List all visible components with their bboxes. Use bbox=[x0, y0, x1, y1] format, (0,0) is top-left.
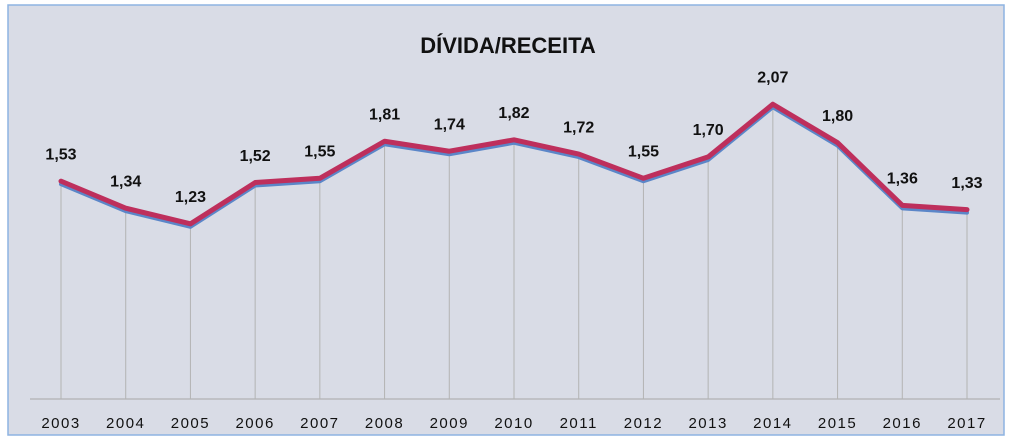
x-tick-label: 2004 bbox=[106, 415, 145, 432]
data-label: 1,53 bbox=[45, 146, 76, 163]
data-label: 1,81 bbox=[369, 106, 400, 123]
x-tick-label: 2003 bbox=[41, 415, 80, 432]
x-tick-label: 2008 bbox=[365, 415, 404, 432]
line-shadow bbox=[59, 105, 969, 229]
chart-title: DÍVIDA/RECEITA bbox=[420, 33, 596, 58]
data-label: 1,55 bbox=[304, 143, 335, 160]
x-tick-label: 2013 bbox=[688, 415, 727, 432]
data-label: 1,70 bbox=[693, 122, 724, 139]
data-label: 1,80 bbox=[822, 108, 853, 125]
x-tick-label: 2011 bbox=[560, 415, 598, 432]
data-label: 1,36 bbox=[887, 171, 918, 188]
data-label: 1,74 bbox=[434, 116, 465, 133]
data-label: 1,72 bbox=[563, 119, 594, 136]
x-tick-label: 2007 bbox=[300, 415, 339, 432]
data-label: 1,55 bbox=[628, 143, 659, 160]
data-label: 1,34 bbox=[110, 173, 141, 190]
data-label: 1,82 bbox=[498, 105, 529, 122]
data-label: 2,07 bbox=[757, 69, 788, 86]
data-label: 1,23 bbox=[175, 189, 206, 206]
x-tick-label: 2014 bbox=[753, 415, 792, 432]
x-tick-label: 2015 bbox=[818, 415, 857, 432]
x-tick-label: 2017 bbox=[947, 415, 986, 432]
x-tick-label: 2016 bbox=[883, 415, 922, 432]
line bbox=[58, 101, 970, 227]
x-tick-label: 2010 bbox=[494, 415, 533, 432]
x-tick-label: 2012 bbox=[624, 415, 663, 432]
data-label: 1,33 bbox=[951, 175, 982, 192]
x-tick-label: 2009 bbox=[430, 415, 469, 432]
data-label: 1,52 bbox=[240, 148, 271, 165]
x-tick-label: 2005 bbox=[171, 415, 210, 432]
x-tick-label: 2006 bbox=[235, 415, 274, 432]
